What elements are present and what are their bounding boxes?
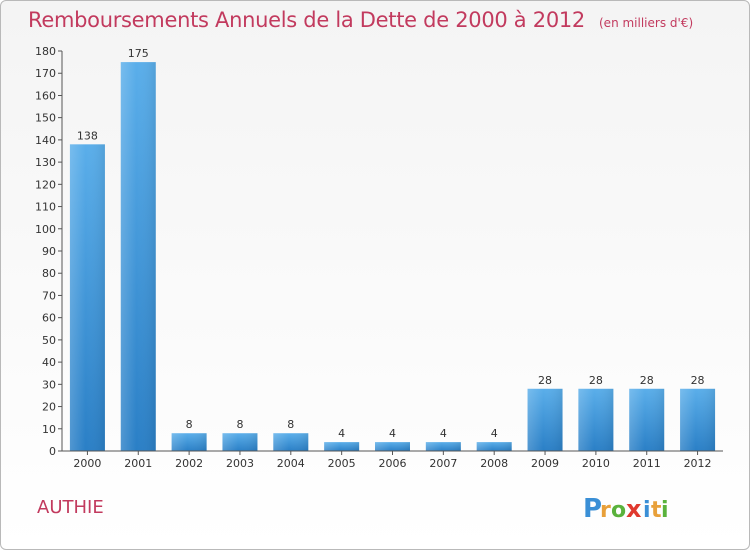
y-tick-label: 60 <box>42 312 56 325</box>
bar-shine <box>273 433 309 451</box>
logo-letter: P <box>583 494 602 524</box>
y-tick-label: 130 <box>35 156 56 169</box>
proxiti-logo: Pr o x i t i <box>583 494 669 524</box>
x-tick-label: 2002 <box>175 457 203 470</box>
y-tick-label: 100 <box>35 223 56 236</box>
y-tick-label: 10 <box>42 423 56 436</box>
logo-letter: o <box>611 498 626 523</box>
x-tick-label: 2005 <box>328 457 356 470</box>
bar-shine <box>171 433 207 451</box>
logo-letter: i <box>643 498 651 523</box>
data-label: 28 <box>538 374 552 387</box>
x-tick-label: 2003 <box>226 457 254 470</box>
y-tick-label: 90 <box>42 245 56 258</box>
data-label: 4 <box>491 427 498 440</box>
y-tick-label: 80 <box>42 267 56 280</box>
x-tick-label: 2001 <box>124 457 152 470</box>
data-label: 8 <box>186 418 193 431</box>
x-tick-label: 2006 <box>379 457 407 470</box>
y-tick-label: 160 <box>35 89 56 102</box>
data-label: 8 <box>236 418 243 431</box>
y-tick-label: 180 <box>35 45 56 58</box>
y-tick-label: 40 <box>42 356 56 369</box>
bar-shine <box>476 442 512 451</box>
bar-shine <box>222 433 258 451</box>
y-tick-label: 120 <box>35 178 56 191</box>
y-tick-label: 20 <box>42 401 56 414</box>
title-unit: (en milliers d'€) <box>599 16 694 30</box>
y-tick-label: 70 <box>42 289 56 302</box>
x-tick-label: 2000 <box>73 457 101 470</box>
title-text: Remboursements Annuels de la Dette de 20… <box>28 8 585 32</box>
bar-shine <box>578 388 614 451</box>
x-tick-label: 2008 <box>480 457 508 470</box>
chart-title: Remboursements Annuels de la Dette de 20… <box>28 8 693 32</box>
x-tick-label: 2012 <box>684 457 712 470</box>
y-tick-label: 110 <box>35 201 56 214</box>
logo-letter: x <box>626 495 642 523</box>
bar-shine <box>425 442 461 451</box>
commune-name: AUTHIE <box>37 497 104 518</box>
logo-letter: r <box>600 498 611 523</box>
data-label: 28 <box>640 374 654 387</box>
y-tick-label: 30 <box>42 378 56 391</box>
data-label: 28 <box>589 374 603 387</box>
y-tick-label: 150 <box>35 112 56 125</box>
bar-shine <box>69 144 105 452</box>
x-tick-label: 2007 <box>429 457 457 470</box>
x-tick-label: 2004 <box>277 457 305 470</box>
bar-shine <box>120 62 156 451</box>
y-tick-label: 140 <box>35 134 56 147</box>
bar-shine <box>375 442 410 451</box>
bar-chart: 0 10 20 30 40 50 60 70 80 90 100 110 120 130 140 150 160… <box>35 45 723 470</box>
x-tick-label: 2010 <box>582 457 610 470</box>
logo-letter: i <box>661 498 669 523</box>
data-label: 8 <box>287 418 294 431</box>
data-label: 175 <box>128 47 149 60</box>
y-tick-label: 50 <box>42 334 56 347</box>
data-label: 4 <box>440 427 447 440</box>
bar-shine <box>527 388 563 451</box>
data-label: 4 <box>389 427 396 440</box>
y-tick-label: 170 <box>35 67 56 80</box>
bars: 138 175 8 8 8 4 4 4 4 28 28 28 28 <box>69 47 716 452</box>
data-label: 4 <box>338 427 345 440</box>
data-label: 28 <box>691 374 705 387</box>
bar-shine <box>629 388 665 451</box>
bar-shine <box>324 442 360 451</box>
data-label: 138 <box>77 129 98 142</box>
y-tick-label: 0 <box>49 445 56 458</box>
x-tick-label: 2011 <box>633 457 661 470</box>
logo-letter: t <box>651 498 662 523</box>
x-axis: 2000 2001 2002 2003 2004 2005 2006 2007 2008 2009… <box>62 450 723 470</box>
y-axis: 0 10 20 30 40 50 60 70 80 90 100 110 120 130 140 150 160… <box>35 45 63 458</box>
bar-shine <box>680 388 716 451</box>
x-tick-label: 2009 <box>531 457 559 470</box>
